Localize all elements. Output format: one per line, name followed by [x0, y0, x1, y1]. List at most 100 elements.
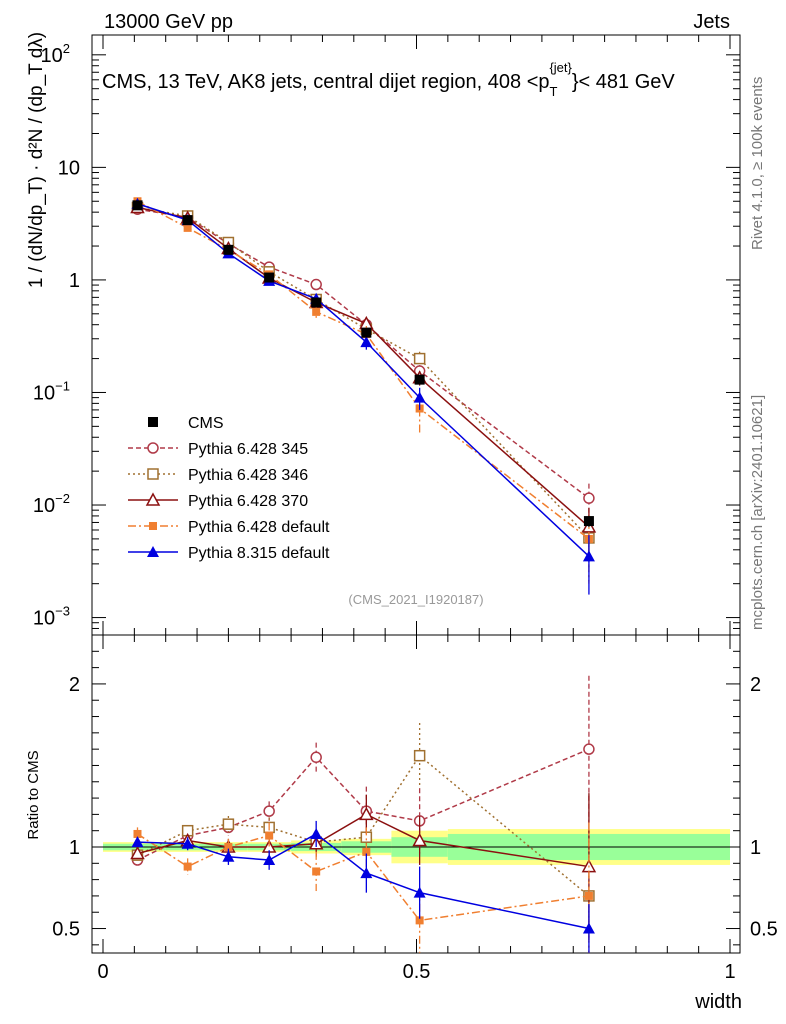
y-tick-base: 1: [69, 270, 80, 292]
series-line: [137, 833, 590, 930]
x-axis-title: width: [694, 991, 742, 1013]
series-line: [137, 748, 590, 861]
series-line: [137, 813, 590, 868]
marker-triangle-filled: [582, 550, 595, 562]
series-line: [137, 203, 590, 557]
ratio-series-pythia-6-428-370: [130, 793, 597, 940]
marker-square-filled: [312, 867, 321, 876]
legend: CMS Pythia 6.428 345 Pythia 6.428 346 Pythi…: [128, 415, 330, 562]
legend-label: Pythia 6.428 346: [188, 467, 308, 484]
marker-triangle-filled: [222, 850, 235, 862]
ratio-y-tick-label-right: 2: [750, 674, 761, 696]
y-tick-exp: 2: [63, 41, 70, 56]
x-tick-label: 0: [97, 961, 108, 983]
cms-data-point: [361, 327, 372, 338]
series-line: [137, 200, 590, 540]
marker-circle: [583, 492, 595, 504]
series-line: [137, 208, 590, 499]
legend-label: Pythia 6.428 345: [188, 441, 308, 458]
y-tick-label: 10−1: [33, 378, 70, 404]
legend-entry: CMS: [148, 415, 224, 432]
y-tick-base: 10: [33, 495, 55, 517]
y-tick-base: 10: [33, 608, 55, 630]
marker-square-filled: [584, 891, 593, 900]
legend-entry: Pythia 8.315 default: [128, 545, 330, 562]
marker-triangle: [145, 492, 161, 506]
ratio-y-tick-label: 0.5: [52, 919, 80, 941]
plot-title: CMS, 13 TeV, AK8 jets, central dijet reg…: [102, 60, 675, 99]
y-tick-exp: −1: [55, 378, 70, 393]
ratio-series-layer: [130, 675, 597, 953]
marker-square-filled: [183, 223, 192, 232]
legend-label: Pythia 6.428 370: [188, 493, 308, 510]
cms-data-point: [223, 244, 234, 255]
marker-triangle: [130, 845, 145, 860]
legend-entry: Pythia 6.428 default: [128, 519, 330, 536]
ratio-series-pythia-8-315-default: [131, 820, 595, 953]
y-tick-base: 10: [33, 382, 55, 404]
ratio-y-tick-label-right: 0.5: [750, 919, 778, 941]
marker-square-filled: [362, 847, 371, 856]
ratio-y-tick-label-right: 1: [750, 837, 761, 859]
marker-circle: [147, 442, 159, 454]
y-axis-title-text: 1 / (dN/dp_T) · d²N / (dp_T dλ): [26, 32, 47, 288]
y-tick-label: 10−2: [33, 491, 70, 517]
rivet-label: Rivet 4.1.0, ≥ 100k events: [749, 77, 766, 250]
marker-triangle: [359, 806, 374, 821]
marker-circle: [583, 743, 595, 755]
series-line: [137, 833, 590, 922]
marker-circle: [263, 805, 275, 817]
series-line: [137, 206, 590, 539]
marker-triangle-filled: [263, 854, 276, 866]
y-tick-label: 102: [41, 41, 70, 67]
marker-square: [222, 818, 235, 830]
cms-data-point: [583, 516, 594, 527]
legend-entry: Pythia 6.428 345: [128, 441, 308, 458]
legend-label: Pythia 8.315 default: [188, 545, 330, 562]
plot-title-main: CMS, 13 TeV, AK8 jets, central dijet reg…: [102, 71, 550, 93]
marker-triangle-filled: [310, 827, 323, 839]
marker-square-filled: [415, 916, 424, 925]
marker-square: [413, 352, 426, 365]
marker-triangle-filled: [413, 391, 426, 403]
marker-circle: [310, 751, 322, 764]
plot-title-sub: T: [550, 84, 558, 99]
main-series-layer: [130, 197, 597, 595]
mcplots-label: mcplots.cern.ch [arXiv:2401.10621]: [749, 395, 766, 630]
ratio-y-tick-label: 1: [69, 837, 80, 859]
cms-data-point: [264, 272, 275, 283]
marker-data: [148, 417, 158, 427]
marker-square: [147, 468, 159, 480]
cms-data-point: [414, 374, 425, 385]
marker-triangle-filled: [181, 837, 194, 849]
legend-label: Pythia 6.428 default: [188, 519, 330, 536]
ratio-panel-frame: [91, 634, 741, 954]
plot-title-sup: {jet}: [549, 60, 572, 75]
x-tick-label: 0.5: [403, 961, 431, 983]
marker-square-filled: [265, 831, 274, 840]
main-series-cms: [132, 200, 594, 527]
y-tick-base: 10: [41, 45, 63, 67]
x-tick-label: 1: [724, 961, 735, 983]
analysis-id: (CMS_2021_I1920187): [348, 592, 483, 607]
marker-triangle-filled: [147, 546, 159, 557]
legend-entry: Pythia 6.428 370: [128, 492, 308, 510]
cms-data-point: [182, 215, 193, 226]
y-tick-exp: −3: [55, 604, 70, 619]
marker-triangle-filled: [360, 867, 373, 879]
marker-triangle-filled: [131, 836, 144, 848]
y-axis-title-main: 1 / (dN/dp_T) · d²N / (dp_T dλ): [26, 32, 47, 288]
header-left: 13000 GeV pp: [104, 11, 233, 33]
ratio-axis-ticks: 0.5 0.5 1 1 2 2 0 0.5 1: [52, 635, 778, 983]
y-axis-title-ratio: Ratio to CMS: [25, 750, 42, 839]
marker-triangle-filled: [360, 336, 373, 348]
marker-square-filled: [224, 843, 233, 851]
marker-triangle-filled: [413, 886, 426, 898]
marker-square-filled: [133, 829, 142, 838]
y-tick-label: 1: [69, 270, 80, 292]
marker-square: [413, 749, 426, 762]
marker-triangle-filled: [582, 922, 595, 934]
ratio-y-tick-label: 2: [69, 674, 80, 696]
